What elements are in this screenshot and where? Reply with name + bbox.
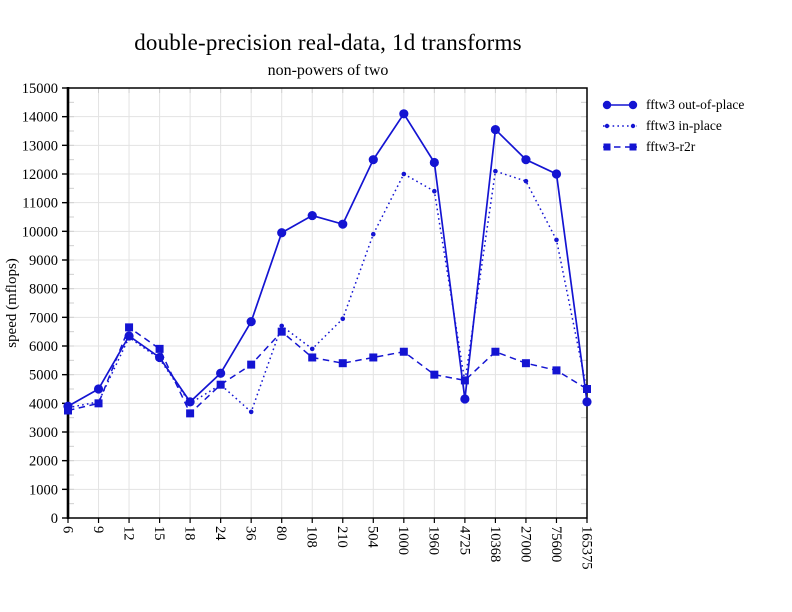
y-tick-label: 7000 bbox=[29, 310, 58, 326]
data-point-fftw3-out-of-place bbox=[307, 210, 317, 221]
y-tick-label: 12000 bbox=[22, 167, 58, 183]
data-point-fftw3-r2r bbox=[308, 353, 317, 362]
data-point-fftw3-out-of-place bbox=[277, 228, 287, 238]
x-tick-label: 1960 bbox=[426, 526, 442, 555]
data-point-fftw3-in-place bbox=[309, 346, 315, 352]
data-point-fftw3-in-place bbox=[157, 356, 162, 362]
data-point-fftw3-out-of-place bbox=[551, 169, 562, 179]
series-line-fftw3-in-place bbox=[67, 170, 588, 414]
data-point-fftw3-r2r bbox=[155, 344, 164, 353]
y-tick-label: 1000 bbox=[29, 482, 58, 498]
data-point-fftw3-in-place bbox=[554, 237, 559, 243]
data-point-fftw3-in-place bbox=[126, 335, 132, 340]
chart-subtitle: non-powers of two bbox=[267, 62, 389, 79]
data-point-fftw3-out-of-place bbox=[582, 397, 592, 407]
data-point-fftw3-out-of-place bbox=[368, 155, 378, 165]
x-tick-label: 80 bbox=[273, 526, 289, 541]
data-point-fftw3-r2r bbox=[94, 399, 103, 408]
y-tick-label: 6000 bbox=[29, 339, 58, 355]
data-point-fftw3-r2r bbox=[277, 327, 286, 336]
y-tick-label: 0 bbox=[51, 511, 58, 527]
x-tick-label: 12 bbox=[120, 526, 136, 541]
y-tick-label: 13000 bbox=[22, 138, 58, 154]
y-axis-label: speed (mflops) bbox=[4, 258, 20, 348]
legend-item: fftw3-r2r bbox=[601, 136, 744, 157]
data-point-fftw3-r2r bbox=[216, 380, 225, 389]
data-point-fftw3-in-place bbox=[340, 316, 346, 322]
data-point-fftw3-out-of-place bbox=[490, 124, 501, 135]
data-point-fftw3-out-of-place bbox=[246, 317, 256, 327]
y-tick-label: 14000 bbox=[22, 110, 58, 126]
x-tick-label: 1000 bbox=[395, 526, 411, 555]
y-tick-label: 4000 bbox=[29, 396, 58, 412]
x-tick-label: 15 bbox=[151, 526, 167, 541]
x-tick-label: 75600 bbox=[548, 526, 564, 562]
data-point-fftw3-r2r bbox=[460, 376, 469, 385]
data-point-fftw3-out-of-place bbox=[460, 394, 470, 404]
x-tick-label: 9 bbox=[90, 526, 106, 533]
x-tick-label: 18 bbox=[181, 526, 197, 541]
chart-title: double-precision real-data, 1d transform… bbox=[134, 30, 522, 55]
data-point-fftw3-in-place bbox=[432, 188, 437, 194]
x-tick-label: 504 bbox=[365, 526, 381, 549]
x-tick-label: 10368 bbox=[487, 526, 503, 562]
data-point-fftw3-r2r bbox=[64, 406, 72, 415]
x-tick-label: 27000 bbox=[517, 526, 533, 562]
data-point-fftw3-r2r bbox=[247, 360, 256, 369]
y-tick-label: 8000 bbox=[29, 282, 58, 298]
x-tick-label: 36 bbox=[243, 526, 259, 541]
data-point-fftw3-out-of-place bbox=[216, 368, 226, 378]
series-line-fftw3-out-of-place bbox=[67, 112, 588, 407]
x-tick-label: 4725 bbox=[456, 526, 472, 555]
legend-item: fftw3 out-of-place bbox=[601, 94, 744, 115]
data-point-fftw3-out-of-place bbox=[521, 155, 531, 165]
data-point-fftw3-r2r bbox=[521, 359, 530, 368]
y-tick-label: 9000 bbox=[29, 253, 58, 269]
data-point-fftw3-out-of-place bbox=[399, 109, 409, 119]
x-tick-label: 165375 bbox=[578, 526, 594, 570]
data-point-fftw3-out-of-place bbox=[338, 219, 348, 229]
y-tick-label: 3000 bbox=[29, 425, 58, 441]
y-tick-label: 5000 bbox=[29, 368, 58, 384]
data-point-fftw3-r2r bbox=[583, 385, 591, 393]
x-tick-label: 6 bbox=[59, 526, 75, 533]
circle-line-sample-icon bbox=[602, 100, 638, 109]
plot-frame bbox=[67, 87, 588, 519]
legend-label: fftw3 in-place bbox=[646, 117, 722, 133]
data-point-fftw3-in-place bbox=[279, 323, 285, 329]
data-point-fftw3-r2r bbox=[552, 366, 561, 375]
y-tick-label: 2000 bbox=[29, 454, 58, 470]
data-point-fftw3-in-place bbox=[248, 409, 254, 415]
data-point-fftw3-in-place bbox=[493, 168, 498, 174]
x-tick-label: 24 bbox=[212, 526, 228, 541]
data-point-fftw3-r2r bbox=[186, 409, 195, 418]
x-tick-label: 210 bbox=[334, 526, 350, 548]
data-point-fftw3-in-place bbox=[370, 231, 376, 237]
data-point-fftw3-out-of-place bbox=[93, 384, 104, 394]
data-point-fftw3-r2r bbox=[338, 359, 347, 368]
x-tick-label: 108 bbox=[304, 526, 320, 548]
data-point-fftw3-out-of-place bbox=[429, 157, 439, 168]
dot-line-sample-icon bbox=[603, 123, 637, 128]
data-point-fftw3-r2r bbox=[430, 370, 439, 379]
data-point-fftw3-r2r bbox=[125, 323, 134, 332]
data-point-fftw3-in-place bbox=[401, 171, 407, 177]
series-line-fftw3-r2r bbox=[67, 326, 588, 415]
y-tick-label: 11000 bbox=[22, 196, 58, 212]
data-point-fftw3-r2r bbox=[369, 353, 378, 362]
legend-label: fftw3 out-of-place bbox=[646, 96, 745, 112]
data-point-fftw3-in-place bbox=[523, 178, 529, 184]
y-tick-label: 10000 bbox=[22, 224, 58, 240]
legend: fftw3 out-of-place fftw3 in-place fftw3-r2… bbox=[601, 94, 744, 157]
legend-item: fftw3 in-place bbox=[601, 115, 744, 136]
data-point-fftw3-in-place bbox=[187, 401, 193, 406]
data-point-fftw3-r2r bbox=[491, 347, 500, 356]
data-point-fftw3-r2r bbox=[399, 347, 408, 356]
y-tick-label: 15000 bbox=[22, 81, 58, 97]
legend-label: fftw3-r2r bbox=[646, 138, 696, 154]
square-line-sample-icon bbox=[603, 143, 637, 150]
